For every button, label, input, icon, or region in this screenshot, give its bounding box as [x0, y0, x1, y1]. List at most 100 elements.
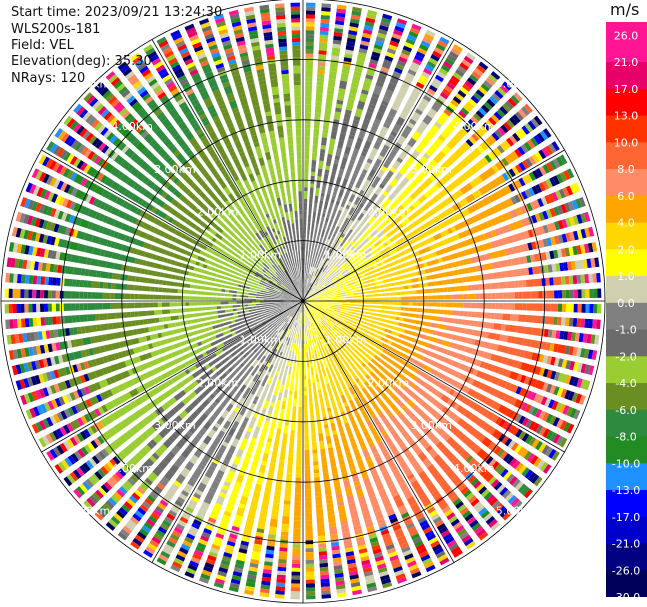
range-gate	[561, 303, 567, 313]
range-gate	[533, 476, 543, 487]
range-gate	[275, 370, 280, 376]
range-gate	[342, 257, 350, 264]
range-gate	[291, 370, 295, 379]
range-gate	[546, 237, 553, 247]
range-gate	[419, 519, 429, 528]
range-gate	[311, 433, 317, 443]
range-gate	[509, 135, 518, 145]
range-gate	[381, 100, 389, 107]
range-gate	[528, 405, 536, 415]
range-gate	[533, 115, 543, 126]
range-gate	[315, 374, 319, 379]
range-gate	[311, 223, 315, 232]
range-gate	[379, 129, 387, 136]
range-gate	[437, 94, 447, 103]
range-gate	[331, 466, 338, 476]
range-gate	[462, 83, 472, 92]
range-gate	[563, 262, 569, 271]
range-gate	[278, 551, 288, 560]
range-gate	[388, 310, 397, 315]
range-gate	[374, 277, 379, 281]
range-gate	[353, 71, 362, 77]
range-gate	[376, 244, 385, 252]
range-gate	[162, 316, 168, 322]
range-gate	[461, 534, 472, 543]
range-gate	[493, 323, 502, 331]
range-gate	[338, 273, 343, 278]
range-gate	[438, 178, 446, 186]
range-gate	[319, 34, 329, 40]
range-gate	[353, 196, 361, 206]
range-gate	[344, 109, 352, 115]
range-gate	[243, 430, 251, 440]
range-gate	[476, 264, 485, 272]
range-gate	[394, 569, 405, 577]
range-gate	[326, 214, 331, 219]
range-gate	[445, 386, 452, 394]
range-gate	[290, 595, 300, 600]
range-gate	[414, 319, 424, 326]
range-gate	[407, 330, 413, 336]
range-gate	[335, 322, 343, 329]
range-gate	[374, 258, 380, 263]
range-gate	[350, 389, 356, 395]
range-gate	[518, 255, 528, 265]
range-gate	[474, 311, 484, 318]
range-gate	[317, 228, 322, 237]
range-gate	[261, 311, 266, 314]
range-gate	[485, 166, 496, 178]
range-gate	[443, 375, 453, 384]
range-gate	[330, 299, 339, 301]
range-gate	[226, 316, 235, 321]
range-gate	[124, 329, 134, 337]
range-gate	[478, 107, 488, 116]
range-gate	[375, 344, 385, 352]
range-gate	[397, 504, 408, 516]
range-gate	[535, 151, 543, 162]
range-gate	[426, 261, 432, 267]
range-gate	[350, 222, 358, 231]
range-gate	[308, 203, 313, 212]
range-gate	[380, 21, 390, 28]
range-gate	[553, 316, 558, 326]
range-gate	[313, 268, 318, 276]
range-gate	[419, 333, 428, 340]
range-gate	[444, 536, 455, 545]
range-gate	[437, 392, 444, 399]
range-gate	[506, 259, 513, 267]
range-gate	[550, 370, 557, 380]
range-gate	[318, 369, 322, 374]
range-gate	[347, 458, 354, 464]
range-gate	[333, 31, 343, 37]
range-gate	[437, 257, 443, 263]
range-gate	[310, 250, 314, 259]
range-gate	[443, 108, 452, 117]
range-gate	[432, 330, 438, 336]
range-gate	[331, 314, 339, 319]
range-gate	[312, 382, 317, 391]
range-gate	[452, 521, 463, 530]
range-gate	[369, 308, 378, 312]
range-gate	[437, 272, 447, 279]
range-gate	[398, 412, 407, 423]
range-gate	[563, 170, 571, 181]
range-gate	[495, 292, 504, 299]
range-gate	[441, 446, 452, 458]
range-gate	[113, 331, 123, 340]
range-gate	[376, 335, 382, 340]
range-gate	[307, 214, 312, 223]
range-gate	[315, 409, 321, 418]
range-gate	[445, 325, 451, 331]
range-gate	[370, 122, 380, 132]
range-gate	[337, 292, 346, 296]
range-gate	[497, 187, 509, 198]
range-gate	[576, 229, 583, 240]
range-gate	[353, 321, 362, 326]
range-gate	[316, 349, 320, 354]
range-gate	[344, 487, 353, 497]
range-gate	[512, 478, 521, 488]
range-gate	[504, 185, 512, 194]
range-gate	[327, 153, 333, 159]
range-gate	[363, 314, 372, 319]
